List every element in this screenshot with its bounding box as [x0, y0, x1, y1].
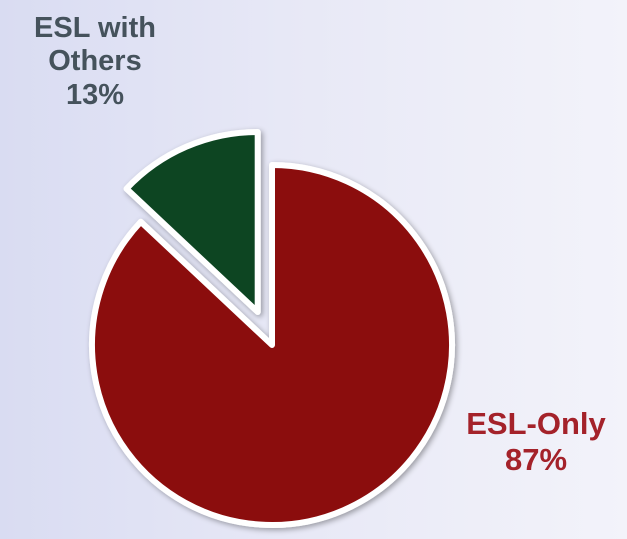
pie-slice-esl-only: [89, 162, 455, 528]
slice-label-esl-with-others-line1: ESL with: [34, 12, 156, 44]
pie-slices: [89, 128, 455, 528]
slice-label-esl-only: ESL-Only 87%: [445, 406, 627, 477]
pie-slice-esl-with-others: [123, 128, 261, 315]
slice-label-esl-with-others-pct: 13%: [65, 78, 125, 111]
slice-label-esl-only-line1: ESL-Only: [466, 406, 606, 441]
slice-label-esl-with-others-line2: Others: [48, 45, 142, 78]
slice-label-esl-only-pct: 87%: [504, 441, 568, 477]
slice-label-esl-with-others: ESL with Others 13%: [0, 12, 190, 112]
